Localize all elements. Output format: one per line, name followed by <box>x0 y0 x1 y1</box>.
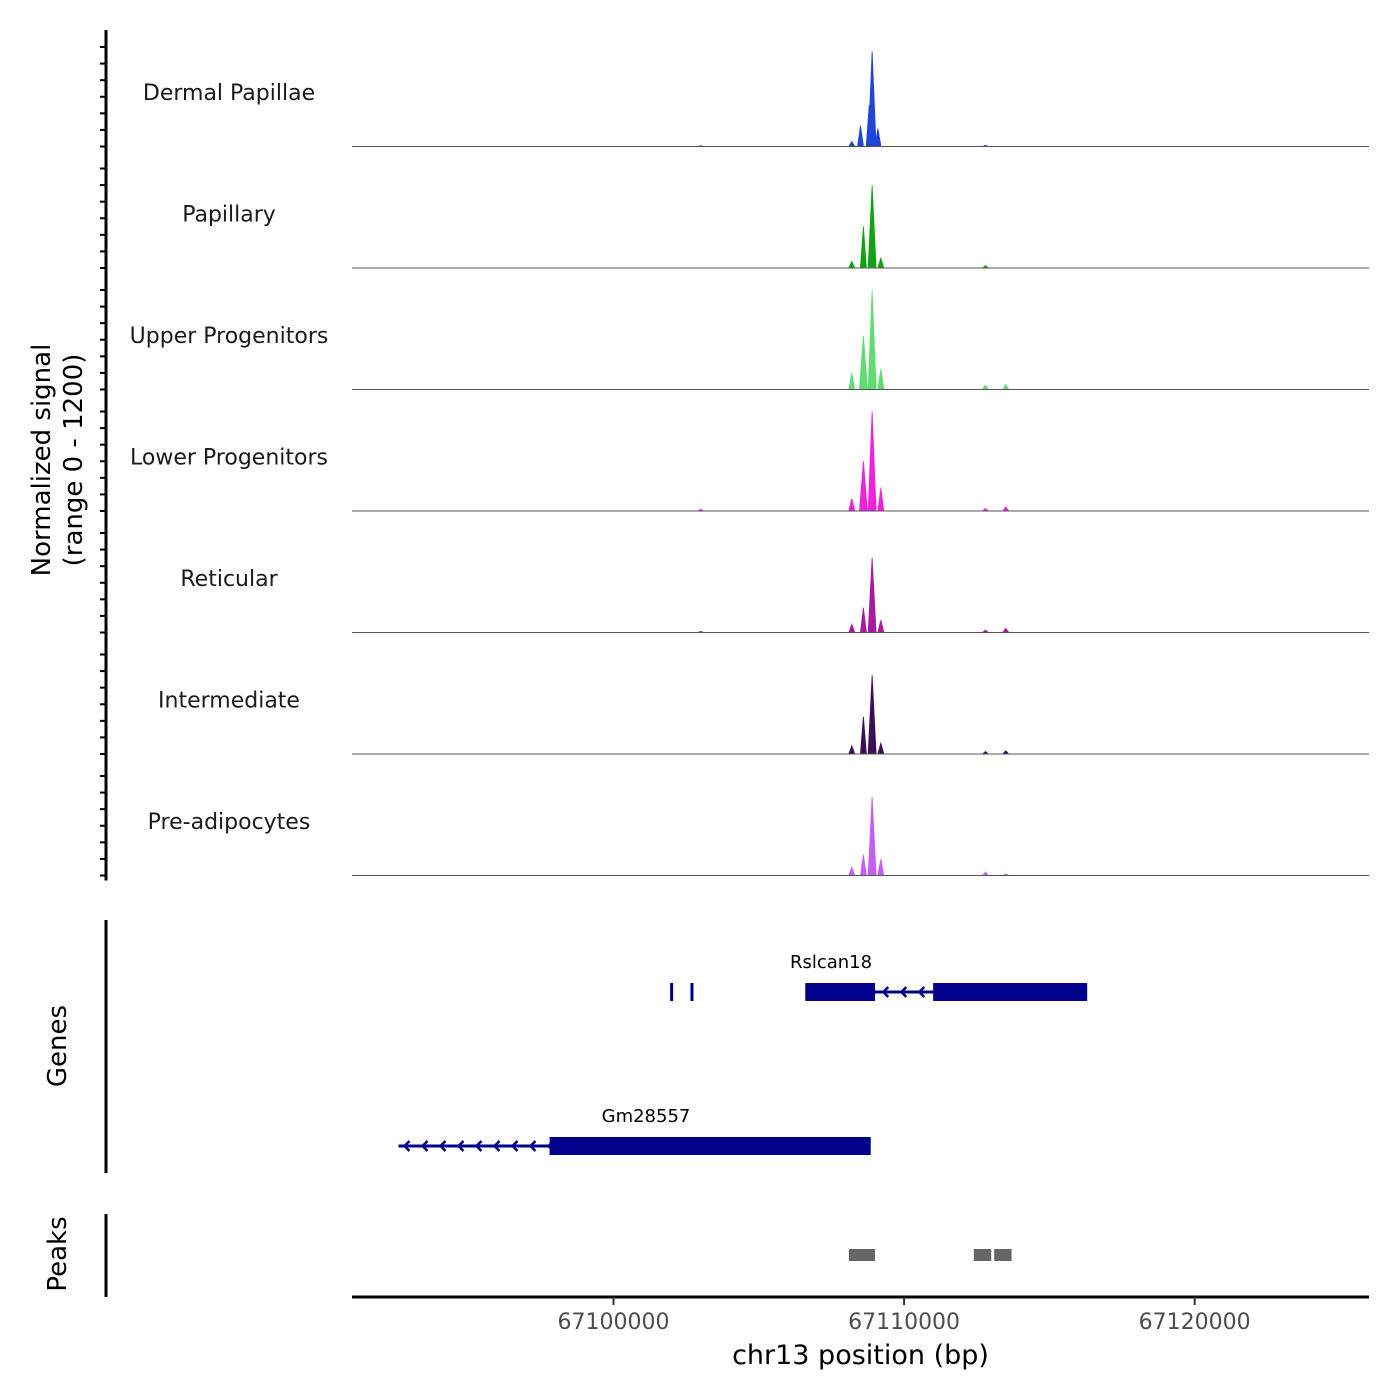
genes-panel: Rslcan18 Gm28557 <box>104 920 1088 1173</box>
signal-area <box>352 185 1369 269</box>
x-tick-label: 67120000 <box>1139 1310 1251 1335</box>
track: Upper Progenitors <box>130 289 1369 390</box>
strand-arrow <box>510 1140 519 1152</box>
signal-area <box>352 796 1369 876</box>
signal-area <box>352 51 1369 147</box>
track: Pre-adipocytes <box>148 796 1369 876</box>
strand-arrow <box>528 1140 537 1152</box>
strand-arrow <box>881 986 890 998</box>
peak-region <box>994 1249 1012 1261</box>
x-tick-label: 67100000 <box>558 1310 670 1335</box>
strand-arrow <box>402 1140 411 1152</box>
peak-region <box>973 1249 992 1261</box>
signal-area <box>352 289 1369 390</box>
strand-arrow <box>438 1140 447 1152</box>
exon <box>549 1137 870 1155</box>
peak-region <box>848 1249 876 1261</box>
signal-tracks: Dermal Papillae Papillary Upper Progenitor… <box>130 51 1369 876</box>
track-label: Reticular <box>180 567 278 592</box>
track: Papillary <box>182 185 1369 269</box>
track: Lower Progenitors <box>130 411 1369 512</box>
track-label: Pre-adipocytes <box>148 810 311 835</box>
track-label: Intermediate <box>158 689 300 714</box>
exon <box>805 983 876 1001</box>
strand-arrow <box>492 1140 501 1152</box>
strand-arrow <box>899 986 908 998</box>
signal-area <box>352 557 1369 633</box>
gene-label: Rslcan18 <box>790 952 872 973</box>
strand-arrow <box>456 1140 465 1152</box>
x-axis: 67100000 67110000 67120000 chr13 position (… <box>352 1295 1369 1371</box>
track: Reticular <box>180 557 1369 633</box>
track-label: Upper Progenitors <box>130 324 329 349</box>
track: Dermal Papillae <box>143 51 1369 147</box>
strand-arrow <box>420 1140 429 1152</box>
gene: Rslcan18 <box>670 952 1088 1001</box>
signal-area <box>352 411 1369 512</box>
track-label: Dermal Papillae <box>143 81 315 106</box>
signal-axis <box>100 30 108 881</box>
x-axis-label: chr13 position (bp) <box>732 1340 989 1371</box>
strand-arrow <box>474 1140 483 1152</box>
exon <box>776 1137 803 1155</box>
peaks-panel <box>104 1214 1012 1297</box>
gene-label: Gm28557 <box>602 1106 691 1127</box>
gene: Gm28557 <box>398 1106 871 1155</box>
track-label: Lower Progenitors <box>130 446 328 471</box>
exon <box>933 983 1088 1001</box>
strand-arrow <box>917 986 926 998</box>
track-label: Papillary <box>182 203 276 228</box>
x-tick-label: 67110000 <box>848 1310 960 1335</box>
track: Intermediate <box>158 675 1369 755</box>
signal-area <box>352 675 1369 755</box>
